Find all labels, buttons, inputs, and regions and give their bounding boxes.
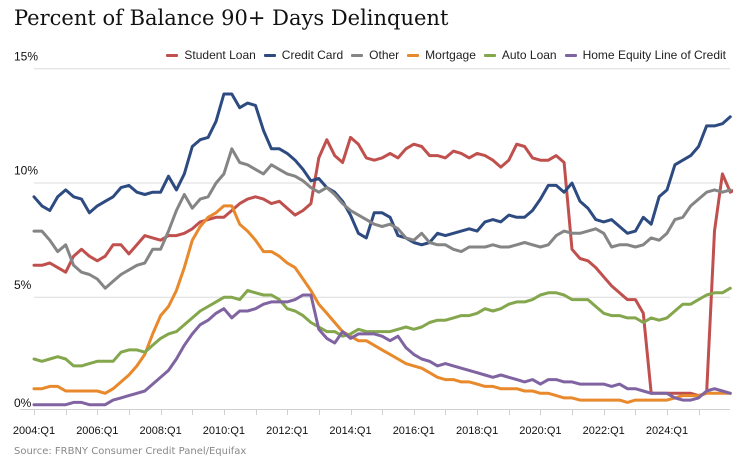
source-note: Source: FRBNY Consumer Credit Panel/Equi… (14, 446, 247, 457)
x-tick-label: 2022:Q1 (583, 425, 625, 437)
x-tick-label: 2008:Q1 (139, 425, 181, 437)
legend-swatch (263, 53, 276, 57)
legend-item-other: Other (351, 48, 399, 62)
series-line-credit-card (32, 92, 732, 247)
legend-swatch (407, 53, 420, 57)
x-axis: 2004:Q1 2006:Q1 2008:Q1 2010:Q1 2012:Q1 2014:… (13, 409, 730, 437)
legend-label: Home Equity Line of Credit (582, 48, 726, 62)
series-line-mortgage (32, 204, 732, 404)
series-line-auto-loan (32, 286, 732, 368)
legend-swatch (564, 53, 577, 57)
chart-title: Percent of Balance 90+ Days Delinquent (14, 6, 449, 30)
legend-label: Other (369, 48, 400, 62)
legend-label: Student Loan (184, 48, 256, 62)
y-tick-label: 15% (14, 49, 38, 63)
legend-swatch (351, 53, 364, 57)
x-tick-label: 2004:Q1 (13, 425, 55, 437)
y-tick-label: 5% (14, 278, 32, 292)
series-line-other (32, 147, 732, 290)
legend-item-auto-loan: Auto Loan (483, 48, 557, 62)
x-tick-label: 2020:Q1 (519, 425, 561, 437)
series-line-student-loan (32, 135, 733, 398)
y-tick-label: 0% (14, 396, 32, 410)
series-lines (32, 92, 733, 407)
legend-label: Mortgage (425, 48, 476, 62)
y-axis: 0% 5% 10% 15% (14, 49, 38, 410)
legend-label: Auto Loan (501, 48, 557, 62)
legend: Student Loan Credit Card Other Mortgage Auto… (158, 48, 726, 62)
x-tick-label: 2012:Q1 (266, 425, 308, 437)
series-line-home-equity-line-of-credit (32, 293, 732, 407)
legend-swatch (166, 53, 179, 57)
legend-item-home-equity-line-of-credit: Home Equity Line of Credit (564, 48, 726, 62)
legend-item-mortgage: Mortgage (407, 48, 476, 62)
x-tick-label: 2024:Q1 (646, 425, 688, 437)
y-tick-label: 10% (14, 164, 38, 178)
x-tick-label: 2014:Q1 (329, 425, 371, 437)
x-tick-label: 2010:Q1 (203, 425, 245, 437)
legend-item-credit-card: Credit Card (263, 48, 344, 62)
gridlines (34, 68, 730, 298)
x-tick-label: 2006:Q1 (76, 425, 118, 437)
x-tick-label: 2016:Q1 (393, 425, 435, 437)
legend-swatch (483, 53, 496, 57)
x-tick-label: 2018:Q1 (456, 425, 498, 437)
legend-item-student-loan: Student Loan (166, 48, 256, 62)
legend-label: Credit Card (281, 48, 344, 62)
